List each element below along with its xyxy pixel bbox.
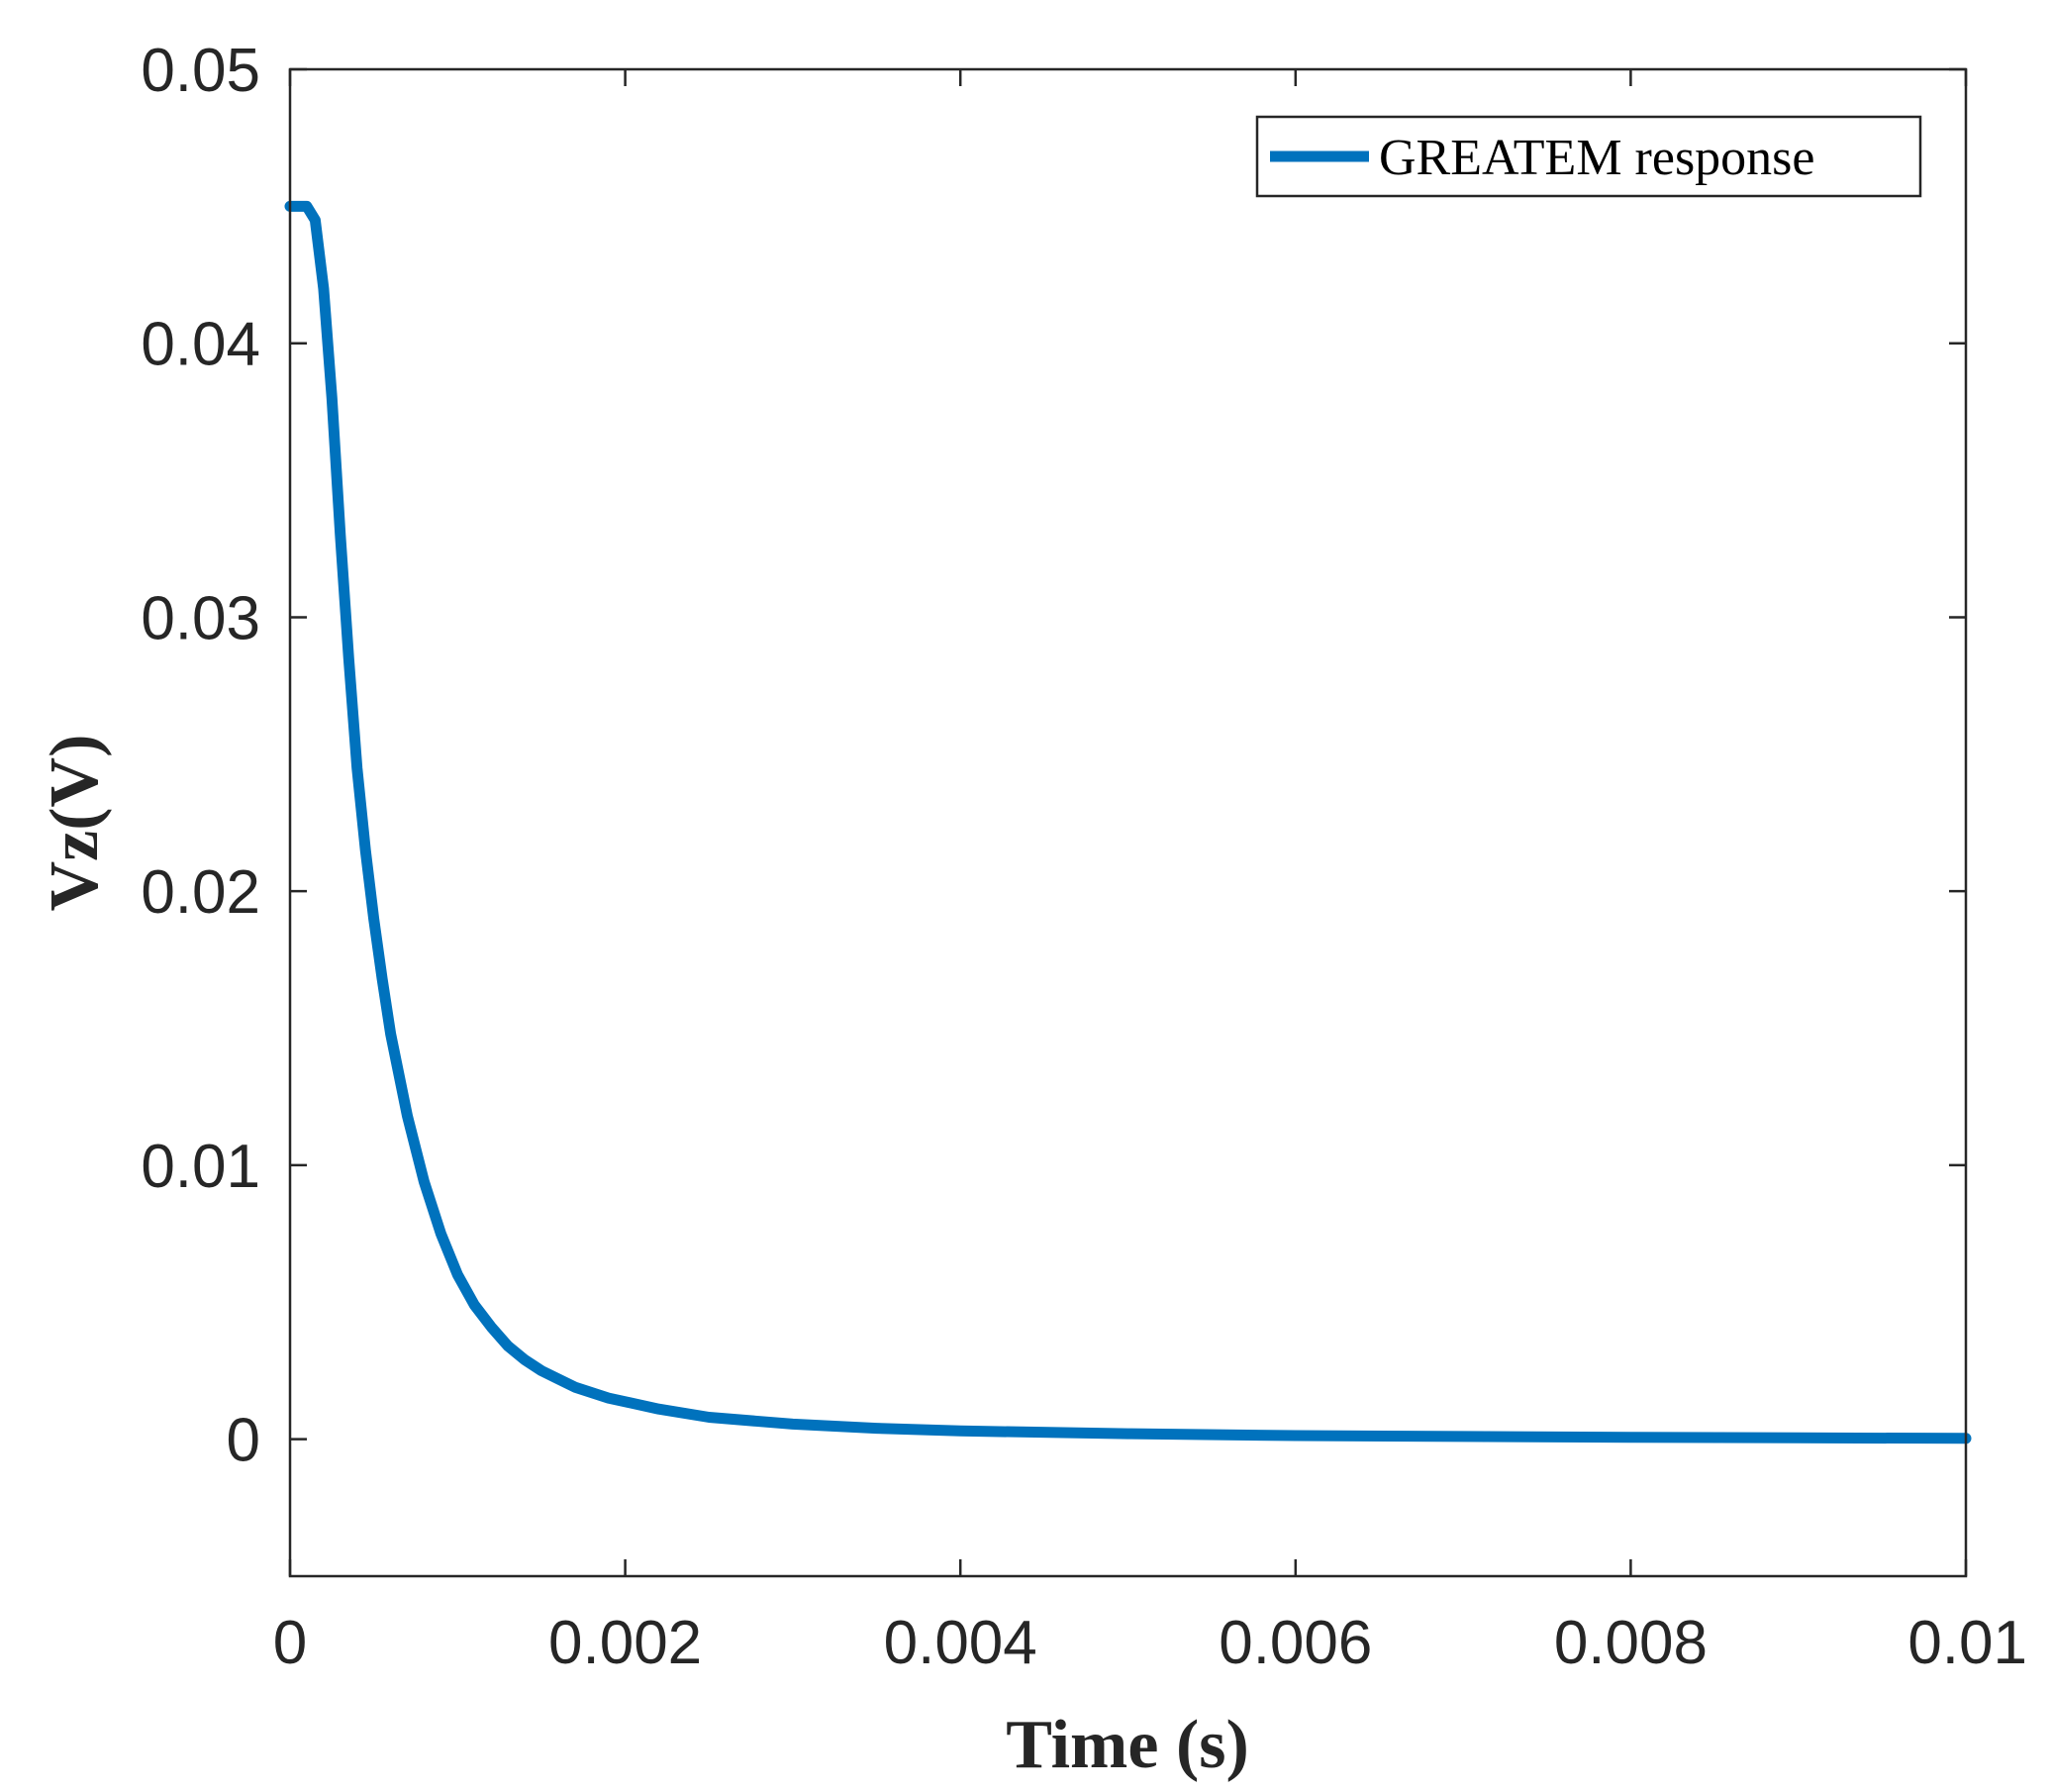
x-tick-label: 0.006 <box>1219 1609 1372 1677</box>
series-layer <box>284 200 1972 1444</box>
x-tick-label: 0.002 <box>548 1609 702 1677</box>
y-tick-label: 0.03 <box>141 584 260 652</box>
legend: GREATEM response <box>1255 115 1922 198</box>
axes-box <box>288 67 1968 1578</box>
x-tick-label: 0.004 <box>884 1609 1037 1677</box>
y-axis-title: Vz(V) <box>37 735 113 912</box>
tick-labels-layer: 0 0.002 0.004 0.006 0.008 0.01 0 0.01 0.02 0.03 0.… <box>141 37 2027 1677</box>
y-tick-label: 0.01 <box>141 1133 260 1201</box>
y-tick-label: 0.05 <box>141 37 260 105</box>
x-tick-label: 0 <box>273 1609 307 1677</box>
plot-area <box>290 69 1966 1576</box>
x-tick-label: 0.008 <box>1554 1609 1708 1677</box>
legend-label: GREATEM response <box>1379 130 1815 186</box>
x-tick-label: 0.01 <box>1907 1609 2027 1677</box>
x-axis-title: Time (s) <box>1006 1707 1249 1783</box>
y-tick-label: 0 <box>227 1407 260 1475</box>
series-line <box>284 200 1972 1444</box>
y-tick-label: 0.04 <box>141 311 260 379</box>
y-tick-label: 0.02 <box>141 858 260 927</box>
